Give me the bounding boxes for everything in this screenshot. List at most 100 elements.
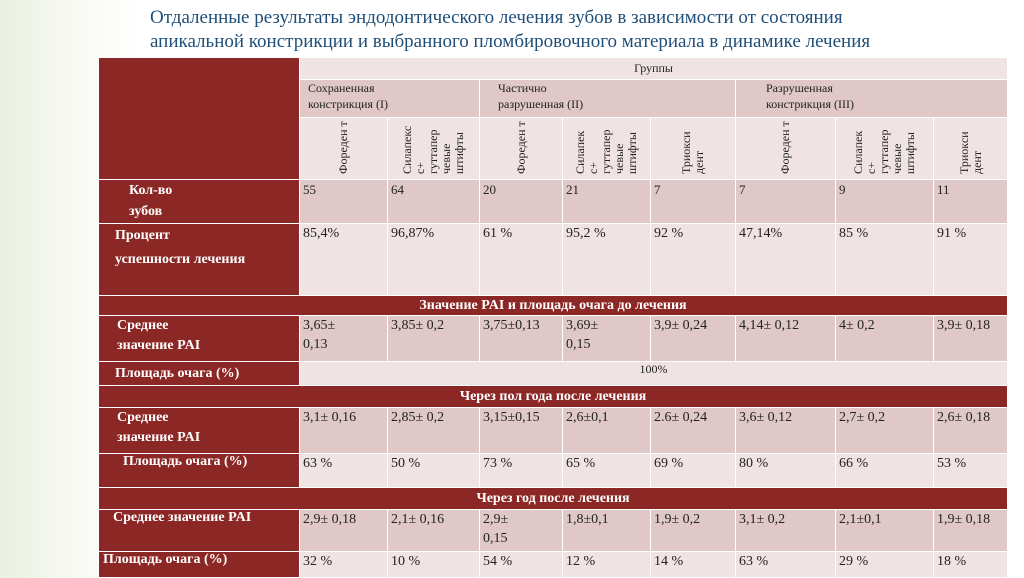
row-area-before: Площадь очага (%) 100% bbox=[98, 361, 1009, 386]
header-row-materials: Фореден т Силапекс с+ гуттапер чевые шти… bbox=[99, 117, 1009, 180]
material-label: Триокси дент bbox=[679, 131, 706, 174]
header-row-group-names: Сохраненная констрикция (I) Частично раз… bbox=[99, 79, 1009, 118]
title-line-1: Отдаленные результаты эндодонтического л… bbox=[150, 7, 843, 28]
row-tooth-count: Кол-во зубов 55 64 20 21 7 7 9 11 bbox=[98, 179, 1009, 224]
material-header: Триокси дент bbox=[932, 117, 1009, 180]
success-cell: 85,4% bbox=[299, 223, 388, 296]
slide-title: Отдаленные результаты эндодонтического л… bbox=[150, 6, 1010, 54]
row-label-success: Процент успешности лечения bbox=[98, 223, 300, 296]
section-title: Через пол года после лечения bbox=[97, 385, 1009, 408]
success-cell: 92 % bbox=[650, 223, 736, 296]
material-header: Триокси дент bbox=[650, 117, 736, 180]
pai-value: 2,9± bbox=[483, 512, 509, 527]
title-line-2: апикальной констрикции и выбранного плом… bbox=[150, 31, 871, 52]
group-3-line-1: Разрушенная bbox=[766, 81, 833, 95]
row-area-half-year: Площадь очага (%) 63 % 50 % 73 % 65 % 69… bbox=[98, 453, 1009, 488]
pai-cell: 1,9± 0,18 bbox=[932, 509, 1009, 552]
success-cell: 61 % bbox=[479, 223, 563, 296]
area-cell: 50 % bbox=[387, 453, 480, 488]
header-corner-cell bbox=[98, 57, 300, 180]
material-header: Силапекс с+ гуттапер чевые штифты bbox=[387, 117, 480, 180]
section-title: Через год после лечения bbox=[97, 487, 1009, 510]
material-label: Силапек с+ гуттапер чевые штифты bbox=[851, 129, 917, 174]
area-cell: 80 % bbox=[735, 453, 836, 488]
pai-cell: 3,6± 0,12 bbox=[735, 407, 836, 454]
row-label-pai: Среднее значение PAI bbox=[98, 407, 300, 454]
row-label-line: Кол-во bbox=[129, 183, 173, 198]
row-pai-before: Среднее значение PAI 3,65± 0,13 3,85± 0,2… bbox=[98, 315, 1009, 362]
header-row-groups: Группы bbox=[98, 57, 1009, 180]
pai-cell: 2,85± 0,2 bbox=[387, 407, 480, 454]
row-label-area: Площадь очага (%) bbox=[98, 453, 300, 488]
row-success-rate: Процент успешности лечения 85,4% 96,87% … bbox=[98, 223, 1009, 296]
area-cell: 65 % bbox=[562, 453, 651, 488]
pai-cell: 2,6±0,1 bbox=[562, 407, 651, 454]
area-cell: 63 % bbox=[299, 453, 388, 488]
section-one-year: Через год после лечения bbox=[97, 487, 1009, 510]
row-label-count: Кол-во зубов bbox=[98, 179, 300, 224]
pai-cell: 1,9± 0,2 bbox=[650, 509, 736, 552]
row-pai-half-year: Среднее значение PAI 3,1± 0,16 2,85± 0,2… bbox=[98, 407, 1009, 454]
group-1-line-1: Сохраненная bbox=[308, 81, 375, 95]
material-label: Фореден т bbox=[336, 121, 350, 174]
material-header: Фореден т bbox=[735, 117, 836, 180]
pai-value: 3,65± bbox=[303, 318, 336, 333]
material-label: Силапек с+ гуттапер чевые штифты bbox=[573, 129, 639, 174]
material-header: Фореден т bbox=[299, 117, 388, 180]
row-label-line: успешности лечения bbox=[115, 252, 246, 267]
success-cell: 95,2 % bbox=[562, 223, 651, 296]
success-cell: 85 % bbox=[835, 223, 934, 296]
pai-cell: 3,1± 0,2 bbox=[735, 509, 836, 552]
pai-cell: 1,8±0,1 bbox=[562, 509, 651, 552]
area-cell: 69 % bbox=[650, 453, 736, 488]
pai-value-line2: 0,13 bbox=[303, 337, 328, 352]
pai-cell: 3,9± 0,18 bbox=[932, 315, 1009, 362]
material-header: Фореден т bbox=[479, 117, 563, 180]
row-label-line: значение PAI bbox=[117, 338, 201, 353]
pai-cell: 2,1±0,1 bbox=[835, 509, 934, 552]
row-label-area: Площадь очага (%) bbox=[98, 361, 300, 386]
count-cell: 21 bbox=[562, 179, 651, 224]
area-value-merged: 100% bbox=[298, 361, 1009, 386]
group-header-3: Разрушенная констрикция (III) bbox=[734, 79, 1009, 118]
success-cell: 47,14% bbox=[735, 223, 836, 296]
section-half-year: Через пол года после лечения bbox=[97, 385, 1009, 408]
success-cell: 96,87% bbox=[387, 223, 480, 296]
count-cell: 20 bbox=[479, 179, 563, 224]
count-cell: 7 bbox=[735, 179, 836, 224]
groups-header: Группы bbox=[298, 57, 1009, 80]
area-cell: 73 % bbox=[479, 453, 563, 488]
area-cell: 53 % bbox=[932, 453, 1009, 488]
pai-cell: 2,6± 0,18 bbox=[932, 407, 1009, 454]
pai-cell: 3,15±0,15 bbox=[479, 407, 563, 454]
pai-cell: 3,85± 0,2 bbox=[387, 315, 480, 362]
area-cell: 66 % bbox=[835, 453, 934, 488]
group-header-2: Частично разрушенная (II) bbox=[479, 79, 736, 118]
count-cell: 55 bbox=[299, 179, 388, 224]
row-label-line: Среднее bbox=[117, 318, 169, 333]
row-label-line: значение PAI bbox=[117, 430, 201, 445]
count-cell: 7 bbox=[650, 179, 736, 224]
group-header-1: Сохраненная констрикция (I) bbox=[299, 79, 480, 118]
row-label-pai: Среднее значение PAI bbox=[98, 315, 300, 362]
pai-cell: 3,9± 0,24 bbox=[650, 315, 736, 362]
pai-cell: 4± 0,2 bbox=[835, 315, 934, 362]
pai-cell: 3,75±0,13 bbox=[479, 315, 563, 362]
material-header: Силапек с+ гуттапер чевые штифты bbox=[562, 117, 651, 180]
section-before-treatment: Значение PAI и площадь очага до лечения bbox=[97, 295, 1009, 316]
row-label-line: Среднее bbox=[117, 410, 169, 425]
section-title: Значение PAI и площадь очага до лечения bbox=[97, 295, 1009, 316]
pai-cell: 2,9± 0,15 bbox=[479, 509, 563, 552]
pai-value-line2: 0,15 bbox=[483, 531, 508, 546]
pai-cell: 2,7± 0,2 bbox=[835, 407, 934, 454]
material-header: Силапек с+ гуттапер чевые штифты bbox=[835, 117, 934, 180]
material-label: Триокси дент bbox=[956, 131, 984, 174]
results-table: Группы Сохраненная констрикция (I) Части… bbox=[97, 57, 1009, 578]
pai-value: 3,69± bbox=[566, 318, 599, 333]
row-label-pai: Среднее значение PAI bbox=[98, 509, 300, 552]
success-cell: 91 % bbox=[932, 223, 1009, 296]
area-cell: 54 % bbox=[479, 551, 563, 578]
row-pai-year: Среднее значение PAI 2,9± 0,18 2,1± 0,16… bbox=[98, 509, 1009, 552]
count-cell: 11 bbox=[932, 179, 1009, 224]
pai-cell: 3,65± 0,13 bbox=[299, 315, 388, 362]
